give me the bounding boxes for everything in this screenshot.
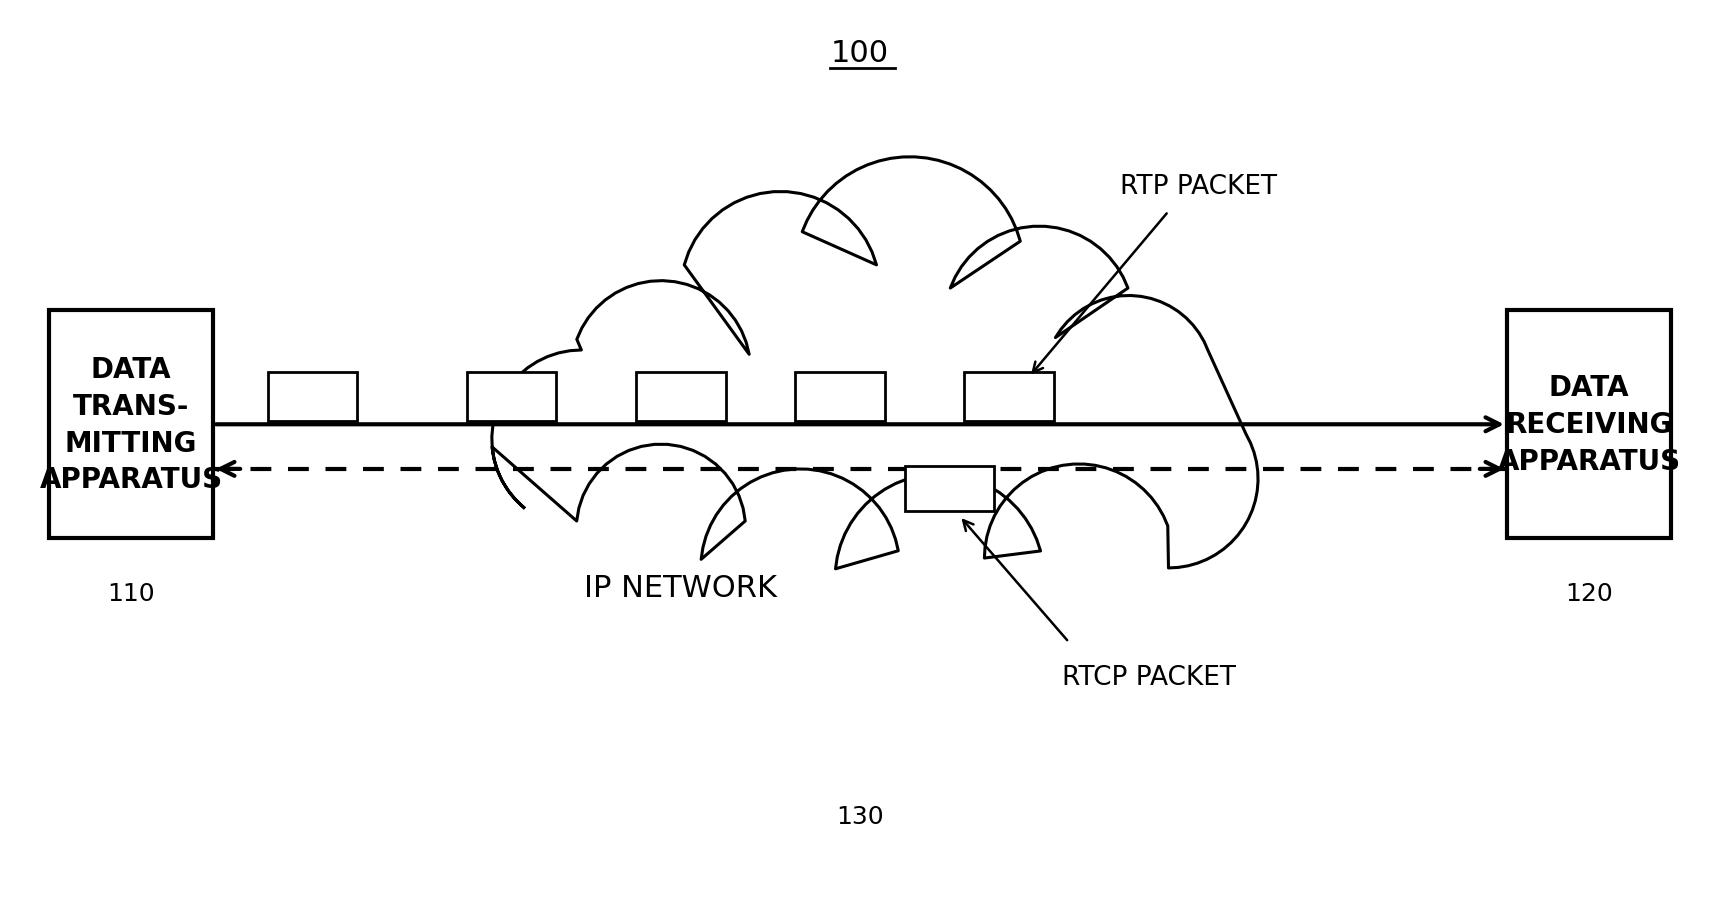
Bar <box>636 373 726 422</box>
Bar <box>268 373 358 422</box>
Text: DATA
RECEIVING
APPARATUS: DATA RECEIVING APPARATUS <box>1498 374 1680 476</box>
Text: RTP PACKET: RTP PACKET <box>1120 174 1276 200</box>
Text: 110: 110 <box>107 581 155 605</box>
Bar <box>48 311 213 538</box>
Text: 120: 120 <box>1565 581 1613 605</box>
Text: RTCP PACKET: RTCP PACKET <box>1061 664 1235 691</box>
Bar <box>1507 311 1672 538</box>
Text: IP NETWORK: IP NETWORK <box>585 574 777 602</box>
Text: 130: 130 <box>836 804 884 828</box>
Bar <box>466 373 557 422</box>
Bar <box>795 373 884 422</box>
Bar <box>965 373 1054 422</box>
Polygon shape <box>492 158 1257 569</box>
Bar <box>905 466 994 511</box>
Text: DATA
TRANS-
MITTING
APPARATUS: DATA TRANS- MITTING APPARATUS <box>40 355 222 494</box>
Text: 100: 100 <box>831 39 889 68</box>
